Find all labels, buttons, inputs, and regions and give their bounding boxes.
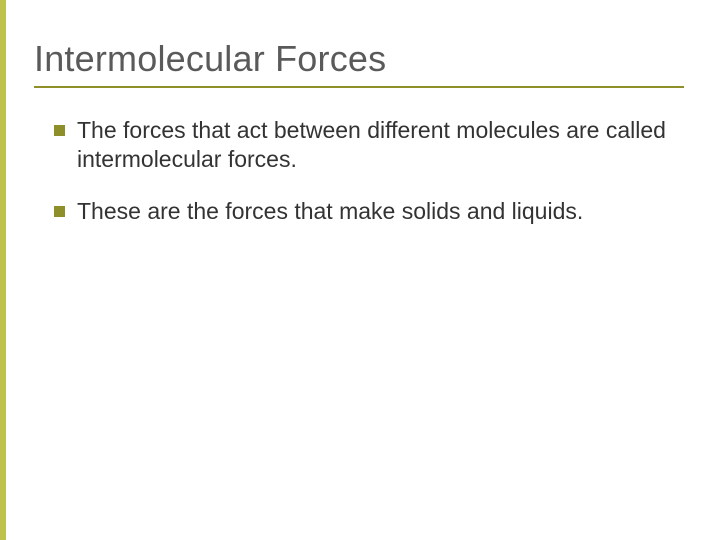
bullet-text: The forces that act between different mo…	[77, 116, 670, 175]
left-accent-stripe	[0, 0, 6, 540]
bullet-text: These are the forces that make solids an…	[77, 197, 670, 226]
bullet-square-icon	[54, 125, 65, 136]
list-item: The forces that act between different mo…	[54, 116, 670, 175]
body-block: The forces that act between different mo…	[54, 116, 670, 248]
list-item: These are the forces that make solids an…	[54, 197, 670, 226]
title-underline	[34, 86, 684, 88]
bullet-square-icon	[54, 206, 65, 217]
slide-title: Intermolecular Forces	[34, 38, 684, 80]
slide: Intermolecular Forces The forces that ac…	[0, 0, 720, 540]
title-block: Intermolecular Forces	[34, 38, 684, 88]
